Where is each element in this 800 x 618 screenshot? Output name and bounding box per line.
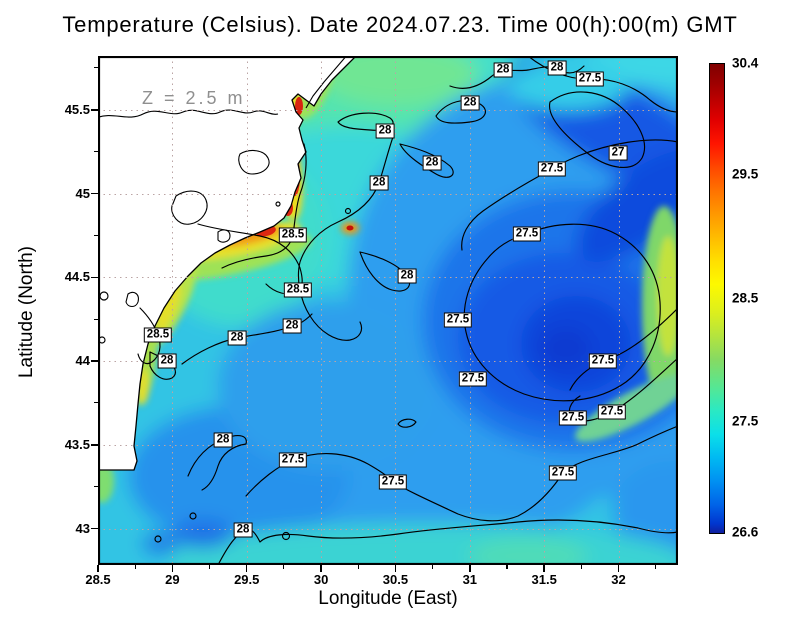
liman-chain-line [98,109,279,118]
x-tick [320,565,322,572]
x-tick-label: 29.5 [234,572,260,587]
x-tick-label: 30.5 [382,572,409,587]
y-tick-label: 45.5 [64,101,90,117]
y-tick [91,276,98,278]
lagoon [171,190,208,225]
plot-border [98,56,678,565]
figure-title: Temperature (Celsius). Date 2024.07.23. … [62,12,738,37]
x-tick-label: 31 [462,572,478,587]
colorbar [709,63,725,534]
y-tick-label: 44 [75,353,90,368]
x-tick [543,565,545,572]
x-minor-tick [283,565,285,569]
grid-lines [98,56,678,565]
y-tick-label: 44.5 [64,269,90,285]
colorbar-tick-label: 26.6 [732,524,759,540]
y-tick [91,109,98,111]
colorbar-tick-label: 27.5 [732,413,759,429]
x-minor-tick [655,565,657,569]
colorbar-tick-label: 30.4 [732,55,759,71]
x-tick-label: 31.5 [531,572,557,587]
x-tick-label: 28.5 [85,572,111,587]
land-mass [98,56,357,471]
y-axis-title: Latitude (North) [16,246,37,379]
x-minor-tick [580,565,582,569]
estuary-channel-line [305,56,348,109]
depth-annotation: Z = 2.5 m [142,88,246,108]
x-tick-label: 30 [313,572,329,587]
x-minor-tick [134,565,136,569]
x-tick [171,565,174,572]
colorbar-tick-label: 29.5 [732,166,759,182]
x-tick [97,565,99,572]
y-tick-label: 45 [75,185,90,201]
y-tick-label: 43 [75,520,90,536]
y-tick [91,192,98,195]
y-tick [91,360,98,362]
y-tick [91,444,98,446]
x-minor-tick [506,565,508,569]
lagoon [217,229,231,243]
x-axis-title: Longitude (East) [318,588,458,609]
y-tick [91,527,98,530]
x-tick-label: 32 [611,572,626,587]
x-minor-tick [357,565,359,569]
x-tick [394,565,397,572]
lagoon [238,149,270,175]
coastline [98,56,357,471]
lagoon [125,291,139,308]
y-tick-label: 43.5 [64,436,90,452]
x-tick [617,565,620,572]
x-minor-tick [208,565,211,569]
map-plot-area [98,56,678,565]
x-minor-tick [432,565,434,569]
x-tick [245,565,248,572]
x-tick [469,565,471,572]
x-tick-label: 29 [165,572,180,587]
sea-temperature-field [98,56,678,565]
colorbar-tick-label: 28.5 [732,290,759,305]
